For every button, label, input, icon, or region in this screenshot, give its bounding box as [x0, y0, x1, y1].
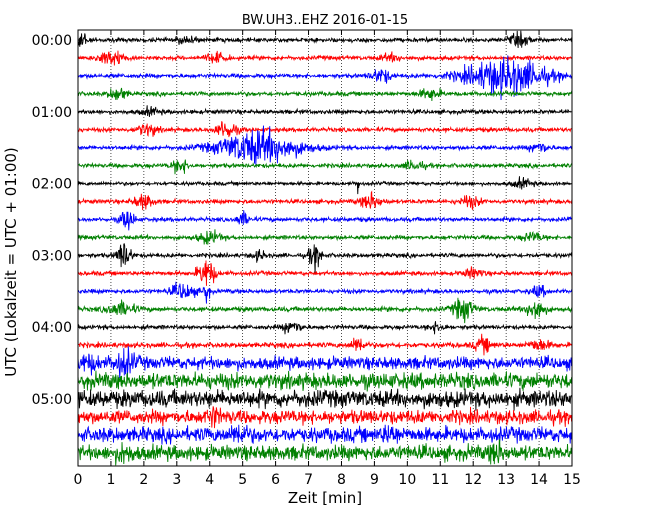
- trace-0315: [78, 260, 572, 286]
- trace-line: [78, 229, 572, 245]
- trace-line: [78, 370, 572, 392]
- y-tick-label: 00:00: [32, 33, 72, 49]
- trace-line: [78, 105, 572, 118]
- x-tick-label: 12: [464, 472, 482, 488]
- plot-frame: [77, 29, 573, 467]
- x-axis-label: Zeit [min]: [288, 489, 362, 507]
- trace-0500: [78, 387, 572, 411]
- x-tick-label: 10: [398, 472, 416, 488]
- trace-0345: [78, 297, 572, 324]
- trace-line: [78, 321, 572, 335]
- trace-line: [78, 159, 572, 175]
- trace-0145: [78, 159, 572, 175]
- x-tick-label: 1: [106, 472, 115, 488]
- chart-title: BW.UH3..EHZ 2016-01-15: [242, 13, 408, 28]
- x-tick-label: 13: [497, 472, 515, 488]
- trace-0300: [78, 243, 572, 275]
- trace-line: [78, 438, 572, 466]
- y-axis: 00:00 01:00 02:00 03:00 04:00 05:00: [32, 33, 83, 408]
- trace-0245: [78, 229, 572, 245]
- trace-line: [78, 297, 572, 324]
- trace-line: [78, 387, 572, 411]
- x-tick-label: 9: [370, 472, 379, 488]
- x-tick-label: 11: [431, 472, 449, 488]
- trace-0200: [78, 176, 572, 195]
- trace-line: [78, 190, 572, 211]
- y-tick-label: 03:00: [32, 248, 72, 264]
- trace-line: [78, 176, 572, 195]
- trace-0415: [78, 333, 572, 356]
- trace-0000: [78, 30, 572, 49]
- traces: [78, 30, 572, 466]
- trace-0030: [78, 55, 572, 100]
- trace-line: [78, 281, 572, 304]
- x-tick-label: 4: [205, 472, 214, 488]
- trace-line: [78, 406, 572, 429]
- trace-line: [78, 55, 572, 100]
- trace-0130: [78, 125, 572, 166]
- x-tick-label: 7: [304, 472, 313, 488]
- trace-line: [78, 30, 572, 49]
- trace-line: [78, 87, 572, 101]
- trace-line: [78, 333, 572, 356]
- trace-0045: [78, 87, 572, 101]
- y-tick-label: 02:00: [32, 177, 72, 193]
- x-tick-label: 14: [530, 472, 548, 488]
- x-tick-label: 8: [337, 472, 346, 488]
- trace-0430: [78, 346, 572, 379]
- trace-0115: [78, 121, 572, 138]
- trace-line: [78, 243, 572, 275]
- x-axis: 0 1 2 3 4 5 6 7 8 9 10 11 12 13 14 15: [74, 30, 581, 488]
- y-axis-label: UTC (Lokalzeit = UTC + 01:00): [2, 147, 20, 377]
- x-tick-label: 2: [139, 472, 148, 488]
- trace-0215: [78, 190, 572, 211]
- trace-line: [78, 260, 572, 286]
- trace-line: [78, 424, 572, 445]
- y-tick-label: 04:00: [32, 320, 72, 336]
- trace-line: [78, 50, 572, 66]
- x-tick-label: 15: [563, 472, 581, 488]
- y-tick-label: 05:00: [32, 392, 72, 408]
- trace-line: [78, 210, 572, 231]
- trace-0515: [78, 406, 572, 429]
- trace-0400: [78, 321, 572, 335]
- trace-0230: [78, 210, 572, 231]
- x-tick-label: 3: [172, 472, 181, 488]
- trace-0330: [78, 281, 572, 304]
- x-tick-label: 0: [74, 472, 83, 488]
- x-tick-label: 6: [271, 472, 280, 488]
- trace-0445: [78, 370, 572, 392]
- x-tick-label: 5: [238, 472, 247, 488]
- trace-0100: [78, 105, 572, 118]
- trace-0545: [78, 438, 572, 466]
- trace-line: [78, 125, 572, 166]
- trace-0015: [78, 50, 572, 66]
- trace-0530: [78, 424, 572, 445]
- y-tick-label: 01:00: [32, 105, 72, 121]
- trace-line: [78, 346, 572, 379]
- trace-line: [78, 121, 572, 138]
